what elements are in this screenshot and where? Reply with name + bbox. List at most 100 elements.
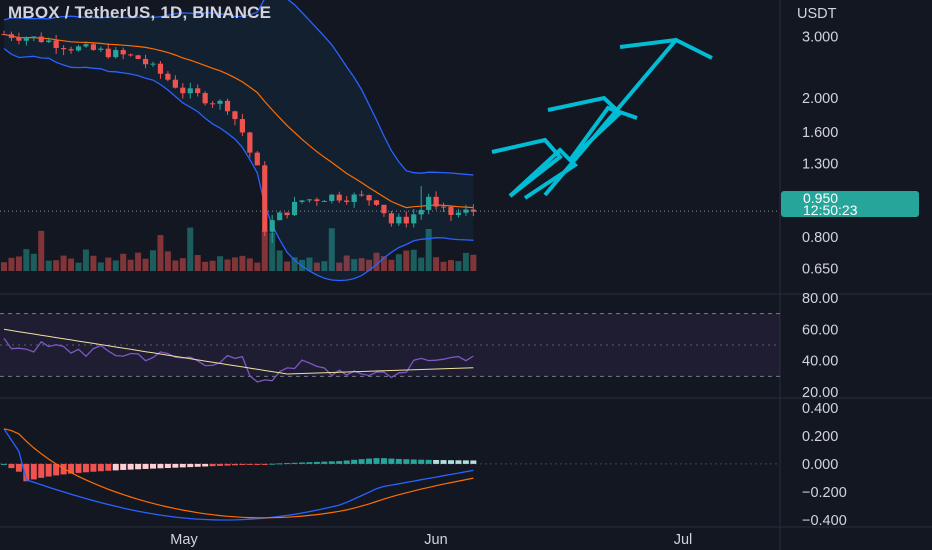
price-axis: USDT3.0002.0001.6001.3001.0000.8000.6508… xyxy=(797,6,847,529)
macd-histogram-bar xyxy=(425,459,432,464)
macd-tick-label: 0.400 xyxy=(802,401,838,417)
macd-histogram-bar xyxy=(75,463,82,473)
arrow-stroke xyxy=(568,105,638,162)
candle-body xyxy=(128,54,134,56)
price-tick-label: 3.000 xyxy=(802,30,838,46)
macd-histogram-bar xyxy=(135,463,142,470)
candle-body xyxy=(165,73,171,80)
volume-bar xyxy=(30,253,37,271)
candle-body xyxy=(8,34,15,38)
candle-body xyxy=(470,209,476,212)
macd-histogram-bar xyxy=(209,463,216,467)
candle-body xyxy=(180,87,186,94)
price-tick-label: 0.650 xyxy=(802,262,838,278)
macd-histogram-bar xyxy=(448,460,454,464)
volume-bar xyxy=(358,258,365,271)
volume-bar xyxy=(120,253,127,271)
rsi-tick-label: 80.00 xyxy=(802,291,838,307)
macd-histogram-bar xyxy=(403,459,410,464)
candle-countdown: 12:50:23 xyxy=(803,202,858,218)
macd-histogram-bar xyxy=(276,463,283,465)
macd-histogram-bar xyxy=(410,459,417,464)
macd-histogram-bar xyxy=(246,463,253,465)
volume-bar xyxy=(306,257,313,271)
macd-histogram-bar xyxy=(105,463,112,471)
macd-tick-label: −0.200 xyxy=(802,485,847,501)
candle-body xyxy=(38,36,44,43)
price-tick-label: 2.000 xyxy=(802,91,838,107)
volume-bar xyxy=(470,254,477,271)
candle-body xyxy=(455,212,462,215)
arrow-stroke xyxy=(619,38,677,49)
macd-panel xyxy=(0,428,780,521)
macd-histogram-bar xyxy=(470,460,477,464)
macd-histogram-bar xyxy=(142,463,149,469)
rsi-panel xyxy=(0,313,780,383)
candle-body xyxy=(448,206,454,215)
candle-body xyxy=(202,93,208,104)
candle-body xyxy=(321,200,327,202)
macd-histogram-bar xyxy=(202,463,209,467)
macd-histogram-bar xyxy=(455,460,462,464)
macd-histogram-bar xyxy=(358,459,365,464)
macd-histogram-bar xyxy=(433,459,440,464)
candle-body xyxy=(1,34,7,36)
volume-bars xyxy=(1,227,477,271)
candle-body xyxy=(31,36,37,39)
macd-histogram-bar xyxy=(418,459,425,464)
candle-body xyxy=(142,58,149,65)
volume-bar xyxy=(246,258,253,271)
volume-bar xyxy=(187,227,194,271)
macd-histogram-bar xyxy=(291,462,298,464)
macd-histogram-bar xyxy=(68,463,75,474)
volume-bar xyxy=(351,259,358,271)
candle-body xyxy=(172,79,178,88)
macd-histogram-bar xyxy=(351,459,358,464)
macd-histogram-bar xyxy=(217,463,224,466)
volume-bar xyxy=(1,262,7,271)
volume-bar xyxy=(380,256,387,271)
bollinger-lower xyxy=(3,48,474,282)
macd-histogram-bar xyxy=(82,463,89,473)
candle-body xyxy=(68,49,74,51)
candle-body xyxy=(75,46,82,51)
candle-body xyxy=(269,220,275,232)
last-price-badge: 0.950 12:50:23 xyxy=(781,191,919,217)
volume-bar xyxy=(105,257,112,271)
volume-bar xyxy=(418,257,425,271)
volume-bar xyxy=(157,235,164,271)
volume-bar xyxy=(269,232,276,271)
volume-bar xyxy=(366,259,373,271)
candle-body xyxy=(351,194,357,202)
candle-body xyxy=(195,88,201,94)
macd-histogram-bar xyxy=(440,460,447,464)
candle-body xyxy=(90,44,96,50)
volume-bar xyxy=(217,256,224,271)
volume-bar xyxy=(284,261,291,271)
candle-body xyxy=(157,63,164,74)
candle-body xyxy=(150,63,156,65)
sma-line xyxy=(3,33,474,209)
candle-body xyxy=(53,40,59,48)
candle-body xyxy=(336,194,342,201)
volume-bar xyxy=(202,261,209,271)
volume-bar xyxy=(328,228,335,271)
macd-histogram-bar xyxy=(1,463,7,465)
macd-histogram-bar xyxy=(231,463,238,466)
candle-body xyxy=(381,204,387,214)
volume-bar xyxy=(38,230,45,271)
volume-bar xyxy=(440,261,447,271)
rsi-tick-label: 20.00 xyxy=(802,385,838,401)
macd-tick-label: 0.200 xyxy=(802,429,838,445)
candle-body xyxy=(217,100,223,104)
macd-histogram-bar xyxy=(313,461,320,464)
volume-bar xyxy=(53,260,60,271)
candle-body xyxy=(373,200,380,205)
candle-body xyxy=(61,47,67,50)
candle-body xyxy=(247,132,253,153)
macd-histogram-bar xyxy=(224,463,231,466)
candle-body xyxy=(262,165,268,232)
volume-bar xyxy=(82,249,89,271)
volume-bar xyxy=(172,260,179,271)
